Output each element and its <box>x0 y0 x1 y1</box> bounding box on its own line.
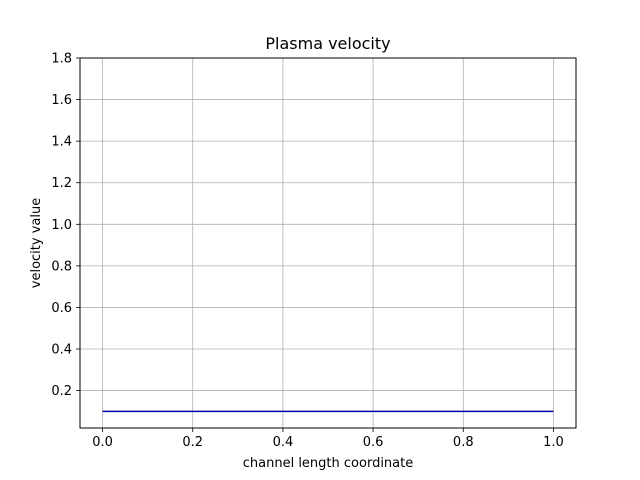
x-axis-ticks: 0.0 0.2 0.4 0.6 0.8 1.0 <box>92 428 564 450</box>
y-tick-label: 1.0 <box>51 218 72 233</box>
y-tick-label: 1.8 <box>51 52 72 67</box>
y-axis-ticks: 0.2 0.4 0.6 0.8 1.0 1.2 1.4 1.6 1.8 <box>51 52 80 399</box>
plot-frame <box>79 57 577 429</box>
y-tick-label: 0.2 <box>51 384 72 399</box>
y-tick-label: 0.4 <box>51 343 72 358</box>
x-tick-label: 0.4 <box>273 435 294 450</box>
x-axis-label: channel length coordinate <box>243 456 413 471</box>
x-tick-label: 0.6 <box>363 435 384 450</box>
x-tick-label: 1.0 <box>543 435 564 450</box>
x-tick-label: 0.8 <box>453 435 474 450</box>
x-tick-label: 0.2 <box>182 435 203 450</box>
chart-title: Plasma velocity <box>265 34 390 53</box>
y-axis-label: velocity value <box>29 198 44 288</box>
x-tick-label: 0.0 <box>92 435 113 450</box>
plot-area <box>80 58 576 428</box>
y-tick-label: 0.8 <box>51 259 72 274</box>
y-tick-label: 1.4 <box>51 135 72 150</box>
y-tick-label: 1.2 <box>51 176 72 191</box>
y-tick-label: 0.6 <box>51 301 72 316</box>
y-tick-label: 1.6 <box>51 93 72 108</box>
